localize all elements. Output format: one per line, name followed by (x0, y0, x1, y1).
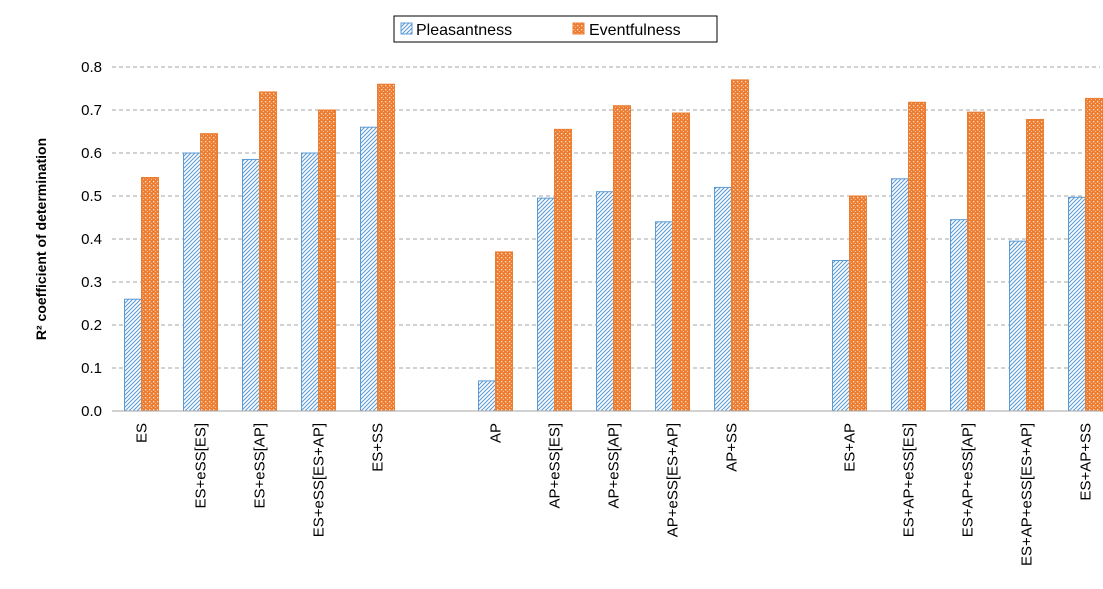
x-tick-label: ES+AP (842, 423, 859, 472)
y-tick-label: 0.3 (81, 274, 102, 291)
bar-pleasantness (596, 191, 614, 412)
x-tick-label: ES (134, 423, 151, 443)
bar-eventfulness (318, 109, 336, 412)
bar-eventfulness (672, 112, 690, 412)
x-tick-label: ES+eSS[ES+AP] (311, 423, 328, 537)
bar-eventfulness (1085, 97, 1103, 412)
bar-eventfulness (495, 251, 513, 412)
y-tick-label: 0.8 (81, 59, 102, 76)
legend-label-pleasantness: Pleasantness (416, 22, 512, 39)
x-tick-label: ES+AP+eSS[ES+AP] (1019, 423, 1036, 566)
x-tick-label: AP+SS (724, 423, 741, 472)
bar-pleasantness (950, 219, 968, 412)
legend-box (393, 15, 718, 43)
legend: Pleasantness Eventfulness (393, 15, 718, 43)
bar-eventfulness (259, 91, 277, 412)
bar-eventfulness (731, 79, 749, 412)
y-axis-title: R² coefficient of determination (33, 138, 49, 340)
bar-eventfulness (613, 105, 631, 412)
bar-pleasantness (301, 152, 319, 412)
y-tick-label: 0.1 (81, 360, 102, 377)
legend-swatch-eventfulness (572, 22, 585, 35)
y-tick-label: 0.2 (81, 317, 102, 334)
x-tick-label: AP+eSS[ES+AP] (665, 423, 682, 537)
x-tick-label: ES+eSS[AP] (252, 423, 269, 508)
axes: 0.0 0.1 0.2 0.3 0.4 0.5 0.6 0.7 0.8 ES ES+eSS[ES] E… (81, 59, 1100, 566)
y-tick-label: 0.5 (81, 188, 102, 205)
legend-swatch-pleasantness (400, 22, 413, 35)
y-tick-label: 0.6 (81, 145, 102, 162)
bar-eventfulness (200, 133, 218, 412)
bar-pleasantness (124, 298, 142, 412)
bar-pleasantness (478, 380, 496, 412)
bar-eventfulness (1026, 118, 1044, 412)
bar-eventfulness (967, 111, 985, 412)
bar-pleasantness (360, 126, 378, 412)
bar-pleasantness (242, 158, 260, 412)
bar-eventfulness (908, 101, 926, 412)
bar-eventfulness (377, 83, 395, 412)
bar-pleasantness (1068, 196, 1086, 412)
x-tick-label: ES+SS (370, 423, 387, 472)
bars (124, 79, 1103, 412)
y-tick-label: 0.7 (81, 102, 102, 119)
x-tick-label: ES+eSS[ES] (193, 423, 210, 508)
bar-pleasantness (537, 197, 555, 412)
x-tick-label: ES+AP+SS (1078, 423, 1095, 501)
bar-eventfulness (554, 128, 572, 412)
x-tick-label: AP+eSS[ES] (547, 423, 564, 508)
x-tick-label: ES+AP+eSS[ES] (901, 423, 918, 537)
bar-eventfulness (141, 177, 159, 412)
bar-pleasantness (832, 260, 850, 412)
x-tick-label: AP (488, 423, 505, 443)
x-tick-label: AP+eSS[AP] (606, 423, 623, 508)
bar-pleasantness (714, 186, 732, 412)
bar-pleasantness (1009, 240, 1027, 412)
bar-eventfulness (849, 195, 867, 412)
y-tick-label: 0.0 (81, 403, 102, 420)
y-tick-label: 0.4 (81, 231, 102, 248)
x-tick-label: ES+AP+eSS[AP] (960, 423, 977, 537)
bar-pleasantness (891, 178, 909, 412)
legend-label-eventfulness: Eventfulness (589, 22, 681, 39)
bar-pleasantness (183, 152, 201, 412)
bar-pleasantness (655, 221, 673, 412)
